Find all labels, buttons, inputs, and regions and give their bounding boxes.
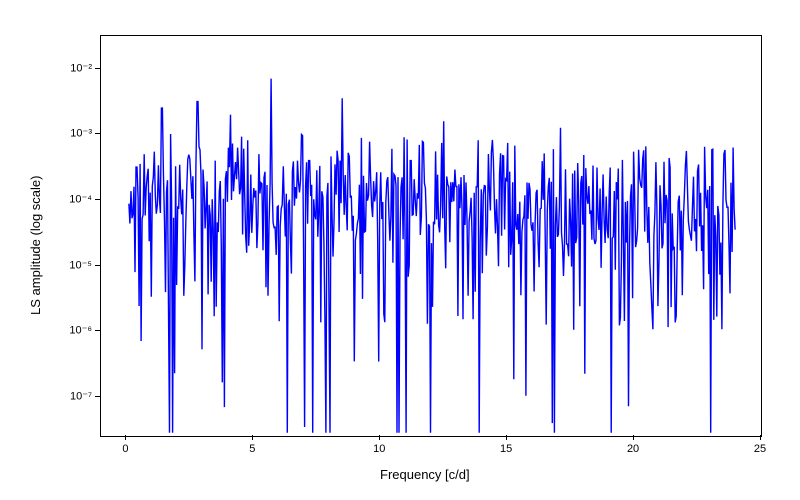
x-tick-mark [760,435,761,440]
y-tick-mark [95,199,100,200]
x-tick-mark [125,435,126,440]
y-tick-label: 10⁻² [58,61,92,74]
y-tick-mark [95,68,100,69]
x-tick-label: 25 [754,443,766,455]
x-tick-label: 5 [249,443,255,455]
x-axis-label: Frequency [c/d] [380,467,470,482]
y-tick-mark [95,265,100,266]
x-tick-mark [633,435,634,440]
y-tick-label: 10⁻⁶ [58,324,92,337]
y-tick-label: 10⁻⁷ [58,389,92,402]
x-tick-label: 10 [373,443,385,455]
x-tick-label: 0 [122,443,128,455]
plot-area [100,35,762,437]
x-tick-label: 20 [627,443,639,455]
y-axis-label: LS amplitude (log scale) [28,176,43,315]
y-tick-mark [95,396,100,397]
periodogram-line [101,36,761,436]
y-tick-label: 10⁻³ [58,127,92,140]
x-tick-label: 15 [500,443,512,455]
x-tick-mark [379,435,380,440]
y-tick-mark [95,133,100,134]
y-tick-mark [95,330,100,331]
y-tick-label: 10⁻⁵ [58,258,92,271]
x-tick-mark [252,435,253,440]
y-tick-label: 10⁻⁴ [58,192,92,205]
x-tick-mark [506,435,507,440]
